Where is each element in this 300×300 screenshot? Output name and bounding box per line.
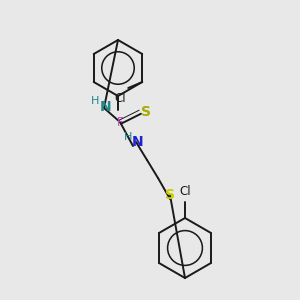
Text: F: F [117,116,123,129]
Text: H: H [91,96,99,106]
Text: S: S [141,105,151,119]
Text: Cl: Cl [114,92,126,105]
Text: N: N [100,100,112,114]
Text: N: N [132,135,144,149]
Text: Cl: Cl [179,185,191,198]
Text: S: S [165,188,175,202]
Text: H: H [124,132,132,142]
